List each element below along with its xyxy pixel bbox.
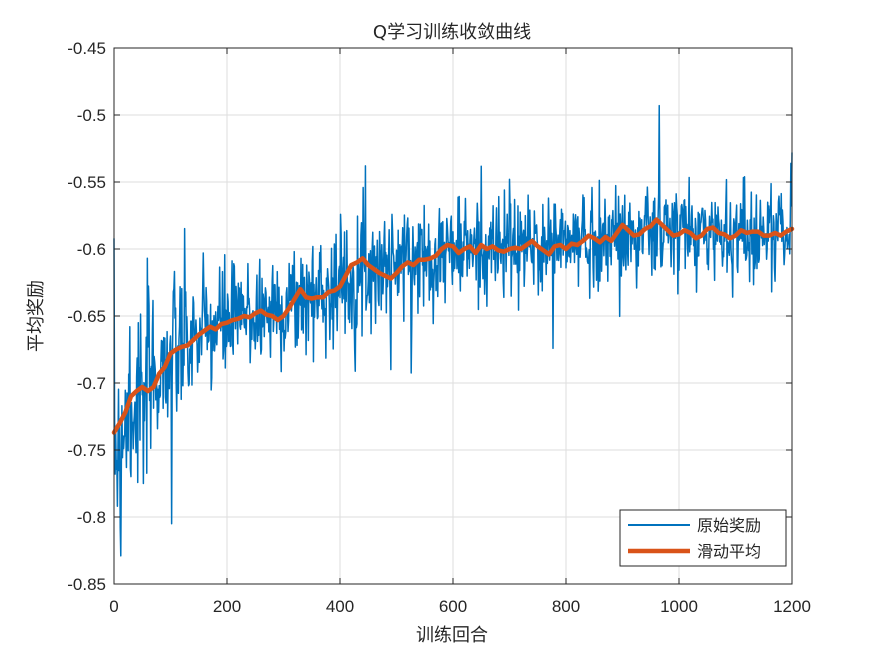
y-tick-label: -0.45 xyxy=(67,39,106,58)
x-tick-label: 200 xyxy=(213,597,241,616)
x-tick-label: 400 xyxy=(326,597,354,616)
x-tick-label: 0 xyxy=(109,597,118,616)
series-line-moving-average xyxy=(111,217,795,435)
y-tick-label: -0.65 xyxy=(67,307,106,326)
chart-title: Q学习训练收敛曲线 xyxy=(373,22,531,43)
y-axis-label: 平均奖励 xyxy=(26,280,47,352)
y-tick-label: -0.6 xyxy=(77,240,106,259)
x-tick-label: 800 xyxy=(552,597,580,616)
legend: 原始奖励 滑动平均 xyxy=(619,509,787,567)
series-group xyxy=(111,104,795,557)
x-tick-label: 1200 xyxy=(773,597,811,616)
y-tick-label: -0.7 xyxy=(77,374,106,393)
legend-label-smoothed: 滑动平均 xyxy=(697,542,761,561)
axis-ticks: 0 200 400 600 800 1000 1200 -0.85 -0.8 -0.75 -0.7 -… xyxy=(67,39,811,616)
y-tick-label: -0.75 xyxy=(67,441,106,460)
x-axis-label: 训练回合 xyxy=(416,625,488,646)
grid xyxy=(114,48,792,584)
y-tick-label: -0.55 xyxy=(67,173,106,192)
y-tick-label: -0.5 xyxy=(77,106,106,125)
x-tick-label: 600 xyxy=(439,597,467,616)
y-tick-label: -0.8 xyxy=(77,508,106,527)
legend-box xyxy=(619,509,787,567)
y-tick-label: -0.85 xyxy=(67,575,106,594)
x-tick-label: 1000 xyxy=(660,597,698,616)
series-line-raw-reward xyxy=(113,104,793,557)
legend-label-raw: 原始奖励 xyxy=(697,516,761,535)
